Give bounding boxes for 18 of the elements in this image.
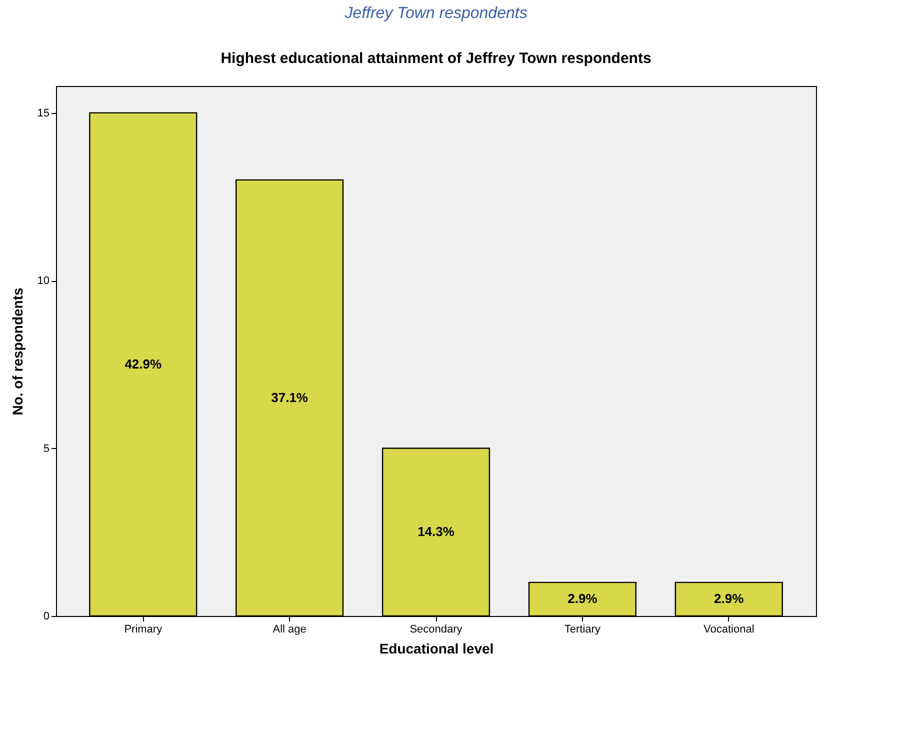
y-tick-label: 15 [37, 107, 50, 120]
y-tick-label: 5 [43, 442, 50, 455]
annotation: 2.9% [714, 591, 744, 606]
x-axis-title: Educational level [379, 640, 494, 656]
annotation: 37.1% [271, 390, 308, 405]
x-tick-label: Secondary [410, 624, 463, 636]
x-tick-label: Primary [124, 624, 163, 636]
x-tick-label: Vocational [703, 624, 754, 636]
annotation: 42.9% [124, 356, 162, 372]
x-tick-label: All age [272, 624, 306, 636]
y-tick-label: 0 [43, 610, 50, 622]
annotation: 14.3% [418, 524, 455, 540]
text: Jeffrey Town respondents [344, 5, 528, 22]
y-tick-label: 10 [37, 275, 50, 288]
x-tick-label: Tertiary [564, 624, 601, 636]
chart-title: Highest educational attainment of Jeffrey Town respondents [220, 50, 652, 67]
y-axis-title: No. of respondents [9, 288, 26, 416]
annotation: 2.9% [568, 591, 598, 606]
